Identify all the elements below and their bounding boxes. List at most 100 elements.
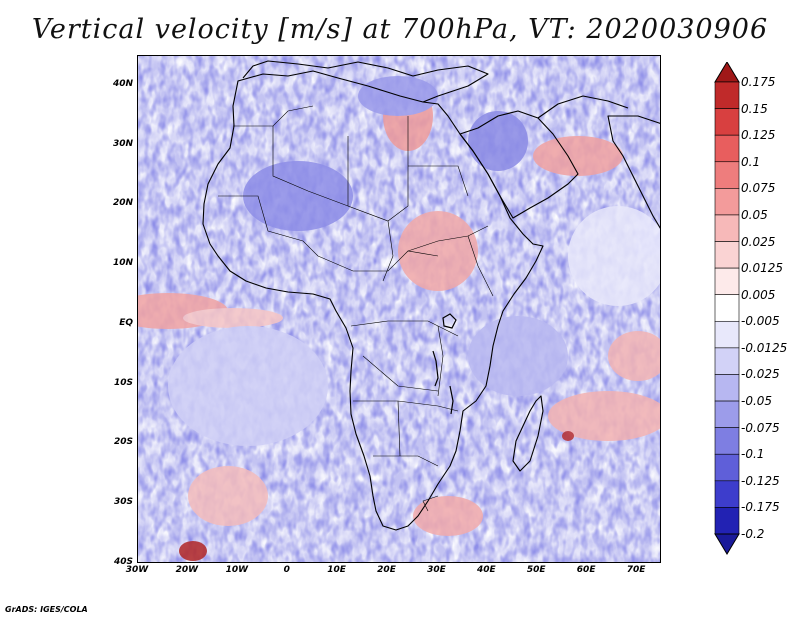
white-patch-indian [568, 206, 660, 306]
lat-tick-label: EQ [119, 317, 133, 328]
colorbar-segment [714, 161, 740, 189]
colorbar-label: -0.005 [741, 314, 780, 329]
red-patch-south [413, 496, 483, 536]
border-1 [233, 105, 314, 127]
lake-victoria [442, 313, 457, 329]
red-patch-indian [608, 331, 660, 381]
colorbar-label: 0.05 [741, 207, 768, 222]
red-patch-deep [179, 541, 207, 561]
colorbar-segment [714, 320, 740, 349]
colorbar-segment [714, 108, 740, 136]
colorbar-segment [714, 400, 740, 428]
red-patch-arabia [533, 136, 623, 176]
colorbar-segment [714, 374, 740, 402]
border-9 [407, 225, 489, 252]
colorbar-label: 0.15 [741, 101, 768, 116]
lakes [432, 313, 457, 415]
colorbar-label: 0.125 [741, 128, 776, 143]
lon-tick-label: 30W [125, 565, 149, 575]
colorbar-label: 0.1 [741, 154, 761, 169]
border-7 [317, 250, 439, 272]
lat-tick-label: 30N [112, 138, 133, 149]
colorbar-segment [714, 347, 740, 375]
lon-tick-label: 10E [327, 565, 346, 575]
colorbar-segment [714, 453, 740, 482]
madagascar [512, 395, 544, 472]
lat-tick-label: 30S [113, 497, 133, 508]
lat-tick-label: 10N [112, 258, 133, 269]
blue-patch-eastafrica [468, 316, 568, 396]
colorbar-label: -0.025 [741, 367, 780, 382]
field-patches [138, 76, 660, 561]
lon-tick-label: 30E [427, 565, 446, 575]
lat-tick-label: 40N [112, 78, 133, 89]
lat-tick-label: 20N [112, 198, 133, 209]
blue-patch-sahara [243, 161, 353, 231]
lake-malawi [449, 385, 454, 415]
lat-tick-label: 40S [113, 557, 133, 567]
lon-tick-label: 20E [377, 565, 396, 575]
border-17 [422, 495, 439, 512]
red-patch-southwest [188, 466, 268, 526]
blue-patch-southatlantic [168, 326, 328, 446]
vertical-velocity-map [137, 55, 661, 563]
colorbar-segment [714, 81, 740, 109]
colorbar-segment [714, 188, 740, 216]
coastlines [202, 60, 660, 531]
colorbar-label: 0.175 [741, 75, 776, 89]
border-6 [218, 195, 319, 257]
colorbar-label: -0.2 [741, 527, 765, 541]
lake-tanganyika [432, 350, 439, 387]
border-14 [397, 400, 401, 457]
colorbar-label: -0.0125 [741, 340, 788, 355]
colorbar-label: -0.1 [741, 447, 765, 462]
red-patch-madagascar [548, 391, 660, 441]
lon-tick-label: 70E [626, 565, 646, 575]
colorbar-top-arrow [714, 62, 740, 83]
colorbar-label: 0.0125 [741, 261, 783, 276]
lat-tick-label: 20S [113, 437, 133, 448]
lon-tick-label: 0 [283, 565, 290, 575]
colorbar-segment [714, 480, 740, 508]
colorbar-bottom-arrow [714, 533, 740, 555]
lat-tick-label: 10S [113, 377, 133, 388]
country-borders [218, 105, 494, 512]
border-10 [350, 320, 459, 337]
colorbar-segment [714, 214, 740, 242]
blue-patch-med [358, 76, 438, 116]
lon-tick-label: 40E [476, 565, 496, 575]
border-11 [362, 355, 439, 392]
border-16 [467, 235, 494, 297]
colorbar-label: 0.005 [741, 287, 776, 302]
blue-patch-arabia [468, 111, 528, 171]
lon-tick-label: 50E [526, 565, 546, 575]
border-8 [382, 220, 394, 282]
arabia [459, 110, 579, 219]
colorbar-segment [714, 507, 740, 535]
lon-tick-label: 10W [225, 565, 249, 575]
map-title: Vertical velocity [m/s] at 700hPa, VT: 2… [31, 14, 769, 45]
colorbar-segment [714, 267, 740, 296]
colorbar-label: -0.175 [741, 500, 780, 515]
india [607, 115, 660, 229]
colorbar [714, 62, 740, 555]
persia [537, 95, 629, 119]
red-patch-atlantic-2 [183, 308, 283, 328]
colorbar-segment [714, 241, 740, 269]
border-13 [373, 455, 439, 467]
europe-south [242, 60, 489, 103]
lon-tick-label: 20W [175, 565, 199, 575]
colorbar-segment [714, 294, 740, 322]
lon-tick-label: 60E [576, 565, 596, 575]
colorbar-label: -0.075 [741, 420, 780, 435]
footer-credit: GrADS: IGES/COLA [5, 605, 88, 614]
red-patch-central [398, 211, 478, 291]
red-patch-reunion [562, 431, 574, 441]
colorbar-segment [714, 134, 740, 163]
border-2 [272, 126, 349, 207]
border-12 [353, 400, 459, 412]
colorbar-label: 0.025 [741, 234, 776, 249]
colorbar-label: -0.05 [741, 394, 773, 409]
map-canvas [138, 56, 660, 562]
border-15 [437, 325, 444, 397]
